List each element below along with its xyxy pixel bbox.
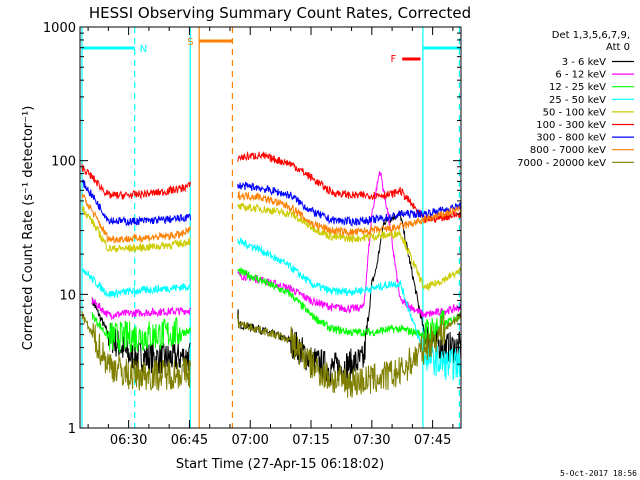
annotation-label: N <box>140 44 147 55</box>
series-line <box>81 190 461 244</box>
x-tick-label: 06:30 <box>110 433 147 448</box>
x-tick-label: 07:00 <box>231 433 268 448</box>
chart-title: HESSI Observing Summary Count Rates, Cor… <box>89 4 471 22</box>
y-tick-label: 1000 <box>43 21 76 36</box>
y-axis: 1 10 100 1000 <box>43 21 461 437</box>
legend-label: 3 - 6 keV <box>562 57 606 68</box>
x-axis: 06:30 06:45 07:00 07:15 07:30 07:45 <box>87 27 454 448</box>
series-line <box>91 266 461 353</box>
x-tick-label: 07:45 <box>414 433 451 448</box>
y-tick-label: 1 <box>68 422 76 437</box>
legend-label: 12 - 25 keV <box>549 82 606 93</box>
x-axis-label: Start Time (27-Apr-15 06:18:02) <box>176 457 384 472</box>
footer-timestamp: 5-Oct-2017 18:56 <box>560 469 637 478</box>
x-tick-label: 07:30 <box>353 433 390 448</box>
y-tick-label: 10 <box>59 288 76 303</box>
legend: Det 1,3,5,6,7,9,Att 03 - 6 keV 6 - 12 keV… <box>517 30 634 169</box>
y-tick-label: 100 <box>51 155 76 170</box>
series-line <box>81 202 461 291</box>
series-layer <box>81 150 461 398</box>
x-tick-label: 06:45 <box>171 433 208 448</box>
series-line <box>81 311 461 398</box>
annotation-label: F <box>390 54 396 65</box>
legend-label: 25 - 50 keV <box>549 95 606 106</box>
legend-label: 50 - 100 keV <box>543 107 607 118</box>
legend-label: 7000 - 20000 keV <box>517 158 606 169</box>
annotation-layer <box>81 27 461 428</box>
legend-title: Att 0 <box>606 42 630 53</box>
annotation-label: S <box>187 37 193 48</box>
annotation-labels: N S F <box>140 37 397 65</box>
series-line <box>81 179 461 227</box>
legend-title: Det 1,3,5,6,7,9, <box>552 30 630 41</box>
y-axis-label: Corrected Count Rate (s⁻¹ detector⁻¹) <box>21 106 36 351</box>
series-line <box>91 171 461 321</box>
series-line <box>91 210 461 384</box>
legend-label: 300 - 800 keV <box>536 133 606 144</box>
x-tick-label: 07:15 <box>292 433 329 448</box>
legend-label: 100 - 300 keV <box>536 120 606 131</box>
legend-label: 6 - 12 keV <box>555 70 606 81</box>
legend-label: 800 - 7000 keV <box>530 145 606 156</box>
